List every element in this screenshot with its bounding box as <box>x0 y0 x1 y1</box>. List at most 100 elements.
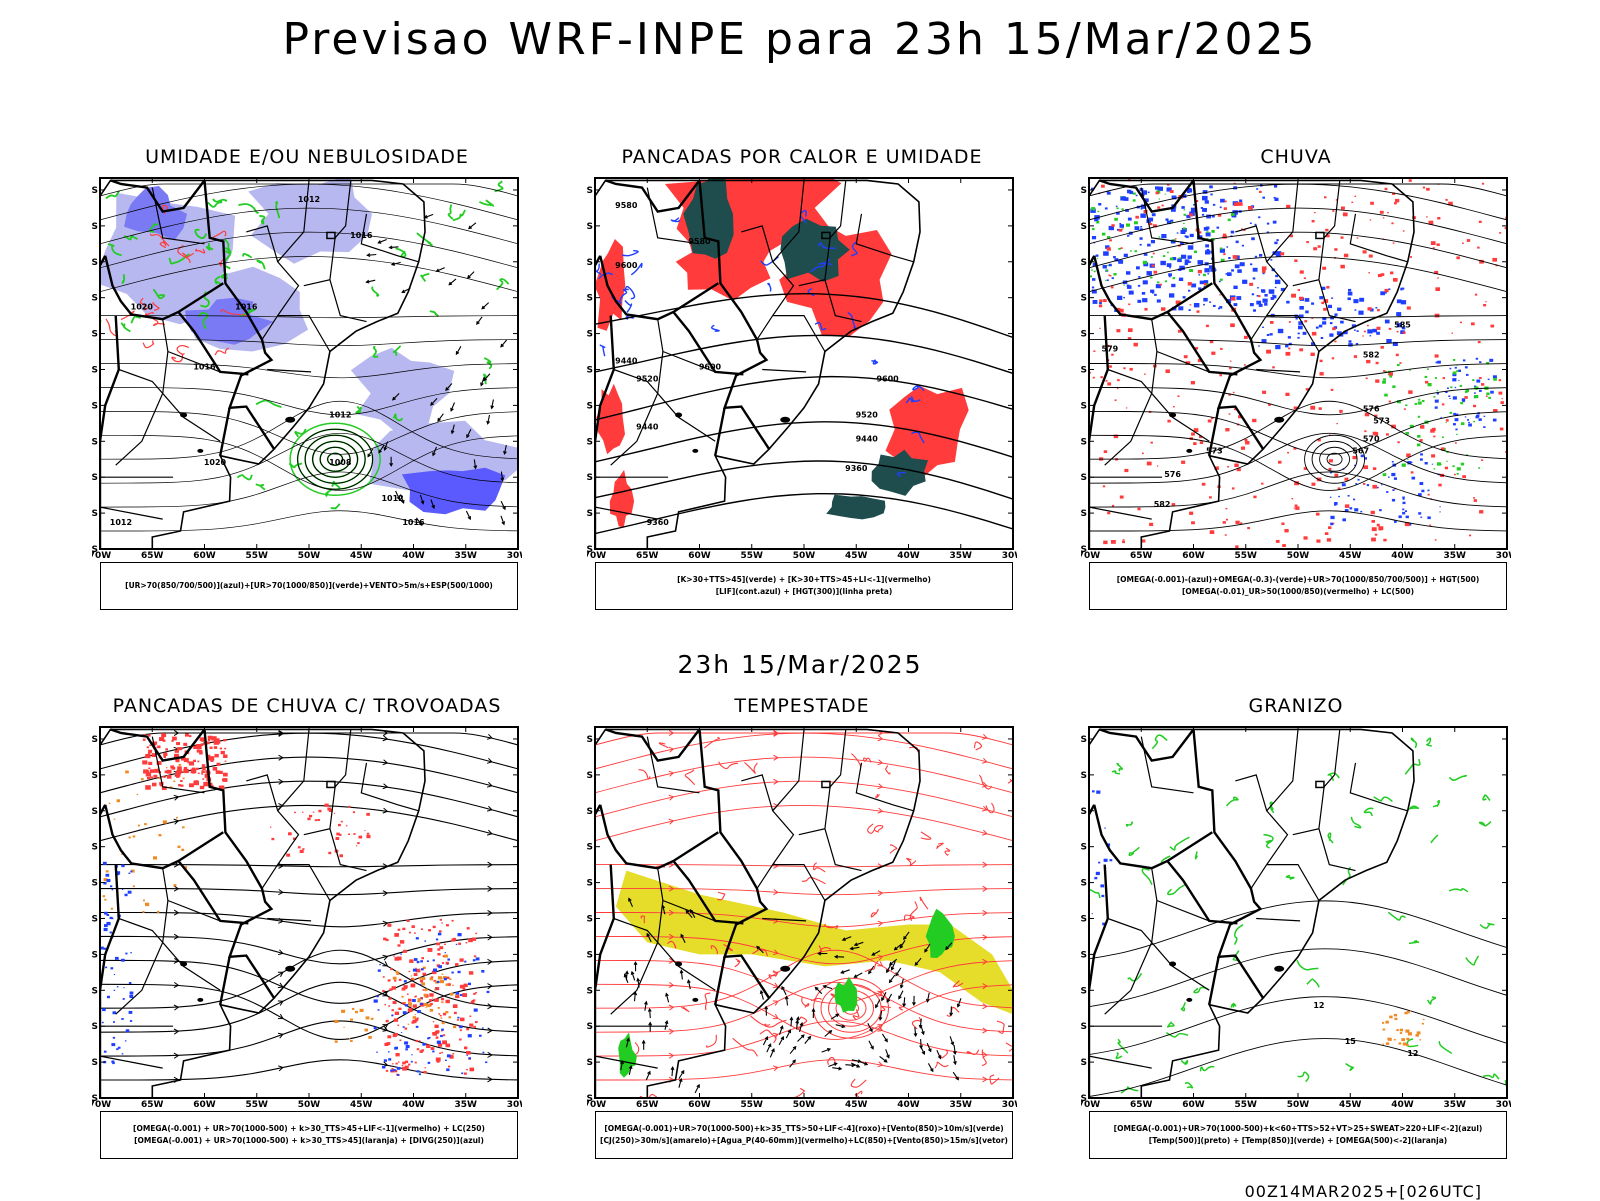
omega-blue-area <box>1263 299 1268 303</box>
rain-red-area <box>1351 202 1353 203</box>
omega-blue-area <box>1420 482 1424 485</box>
omega-green-area <box>1220 248 1223 250</box>
thunder-red-area <box>203 782 209 786</box>
panel-title: PANCADAS POR CALOR E UMIDADE <box>587 146 1017 168</box>
rain-red-area <box>1107 247 1111 250</box>
divergence-blue-area <box>440 1035 443 1037</box>
rain-red-area <box>1326 286 1329 289</box>
divergence-blue-area <box>436 939 438 941</box>
divergence-blue-area <box>476 957 480 960</box>
rain-red-area <box>1341 207 1345 210</box>
thunder-orange-area <box>430 1009 433 1012</box>
thunder-red-area <box>436 943 440 946</box>
thunder-red-area <box>448 1066 450 1068</box>
thunder-orange-area <box>442 974 444 975</box>
thunder-red-area <box>334 813 335 814</box>
omega-green-area <box>1466 389 1469 392</box>
divergence-blue-area <box>103 862 107 865</box>
omega-green-area <box>1091 269 1093 270</box>
thunder-red-area <box>164 776 166 778</box>
omega-green-area <box>1170 258 1174 261</box>
thunder-orange-area <box>129 837 131 839</box>
lon-label: 70W <box>587 1100 606 1108</box>
thunder-red-area <box>460 958 464 961</box>
lon-label: 30W <box>1496 551 1511 559</box>
thunder-orange-area <box>144 823 147 825</box>
divergence-blue-area <box>400 954 402 955</box>
omega-green-area <box>1473 421 1475 422</box>
contour-label: 9600 <box>699 363 722 372</box>
omega-blue-area <box>1098 203 1101 206</box>
contour-label: 1012 <box>381 494 403 503</box>
omega-blue-area <box>1288 336 1291 339</box>
omega-blue-area <box>1151 240 1155 243</box>
thunder-red-area <box>407 920 410 922</box>
rain-red-area <box>1319 407 1322 410</box>
omega-blue-area <box>1207 273 1209 274</box>
omega-blue-area <box>1112 277 1114 279</box>
rain-red-area <box>1093 377 1095 379</box>
lake-mark <box>1169 412 1176 417</box>
divergence-blue-area <box>451 972 453 974</box>
lat-label: 30S <box>92 950 98 960</box>
thunder-red-area <box>302 812 303 813</box>
omega-blue-area <box>1242 280 1247 284</box>
omega-blue-area <box>1117 296 1122 300</box>
omega-500-area <box>1396 1029 1399 1031</box>
divergence-blue-area <box>428 1062 431 1064</box>
legend-line: [OMEGA(-0.001) + UR>70(1000-500) + k>30_… <box>134 1135 484 1147</box>
thunder-red-area <box>213 767 218 771</box>
divergence-blue-area <box>411 1061 413 1063</box>
omega-blue-area <box>1236 241 1239 244</box>
omega-green-area <box>1179 257 1181 259</box>
omega-blue-area <box>1253 268 1258 272</box>
lon-label: 70W <box>1081 551 1100 559</box>
omega-blue-area <box>1412 477 1416 480</box>
omega-500-area <box>1382 1022 1384 1024</box>
thunder-red-area <box>393 1034 397 1037</box>
rain-red-area <box>1278 461 1282 464</box>
rain-red-area <box>1492 258 1497 262</box>
contour-label: 1012 <box>298 195 320 204</box>
divergence-blue-area <box>130 871 132 873</box>
divergence-blue-area <box>126 1029 130 1032</box>
omega-blue-area <box>1188 290 1190 292</box>
thunder-red-area <box>357 842 360 844</box>
divergence-blue-area <box>114 974 115 975</box>
lon-label: 60W <box>193 551 216 559</box>
lon-label: 55W <box>1235 1100 1258 1108</box>
omega-blue-area <box>1252 293 1254 295</box>
thunder-red-area <box>466 1069 468 1070</box>
rain-red-area <box>1230 323 1235 327</box>
omega-green-area <box>1143 261 1147 264</box>
rain-red-area <box>1227 466 1229 468</box>
rain-red-area <box>1366 360 1370 363</box>
thunder-red-area <box>470 1016 472 1018</box>
lon-label: 65W <box>141 1100 164 1108</box>
panel-title: PANCADAS DE CHUVA C/ TROVOADAS <box>92 695 522 717</box>
rain-red-area <box>1294 508 1295 509</box>
omega-500-area <box>1410 1010 1411 1011</box>
omega-blue-area <box>1369 330 1372 332</box>
omega-blue-area <box>1250 303 1254 306</box>
rain-red-area <box>1479 377 1482 379</box>
thunder-orange-area <box>445 1011 448 1014</box>
divergence-blue-area <box>110 885 112 887</box>
rain-red-area <box>1437 277 1439 278</box>
thunder-orange-area <box>413 1016 416 1019</box>
contour-label: 576 <box>1363 404 1380 413</box>
thunder-red-area <box>455 963 458 966</box>
omega-green-area <box>1167 252 1169 253</box>
omega-blue-area <box>1152 213 1156 216</box>
rain-red-area <box>1211 352 1215 355</box>
thunder-red-area <box>441 922 443 923</box>
omega-blue-area <box>1329 333 1333 336</box>
thunder-orange-area <box>335 1040 338 1042</box>
thunder-orange-area <box>371 1018 374 1020</box>
omega-blue-area <box>1261 289 1265 292</box>
thunder-red-area <box>294 812 296 813</box>
lat-label: 12S <box>1081 186 1087 196</box>
contour-label: 12 <box>1407 1049 1418 1058</box>
thunder-red-area <box>346 825 348 826</box>
rain-red-area <box>1197 310 1200 312</box>
